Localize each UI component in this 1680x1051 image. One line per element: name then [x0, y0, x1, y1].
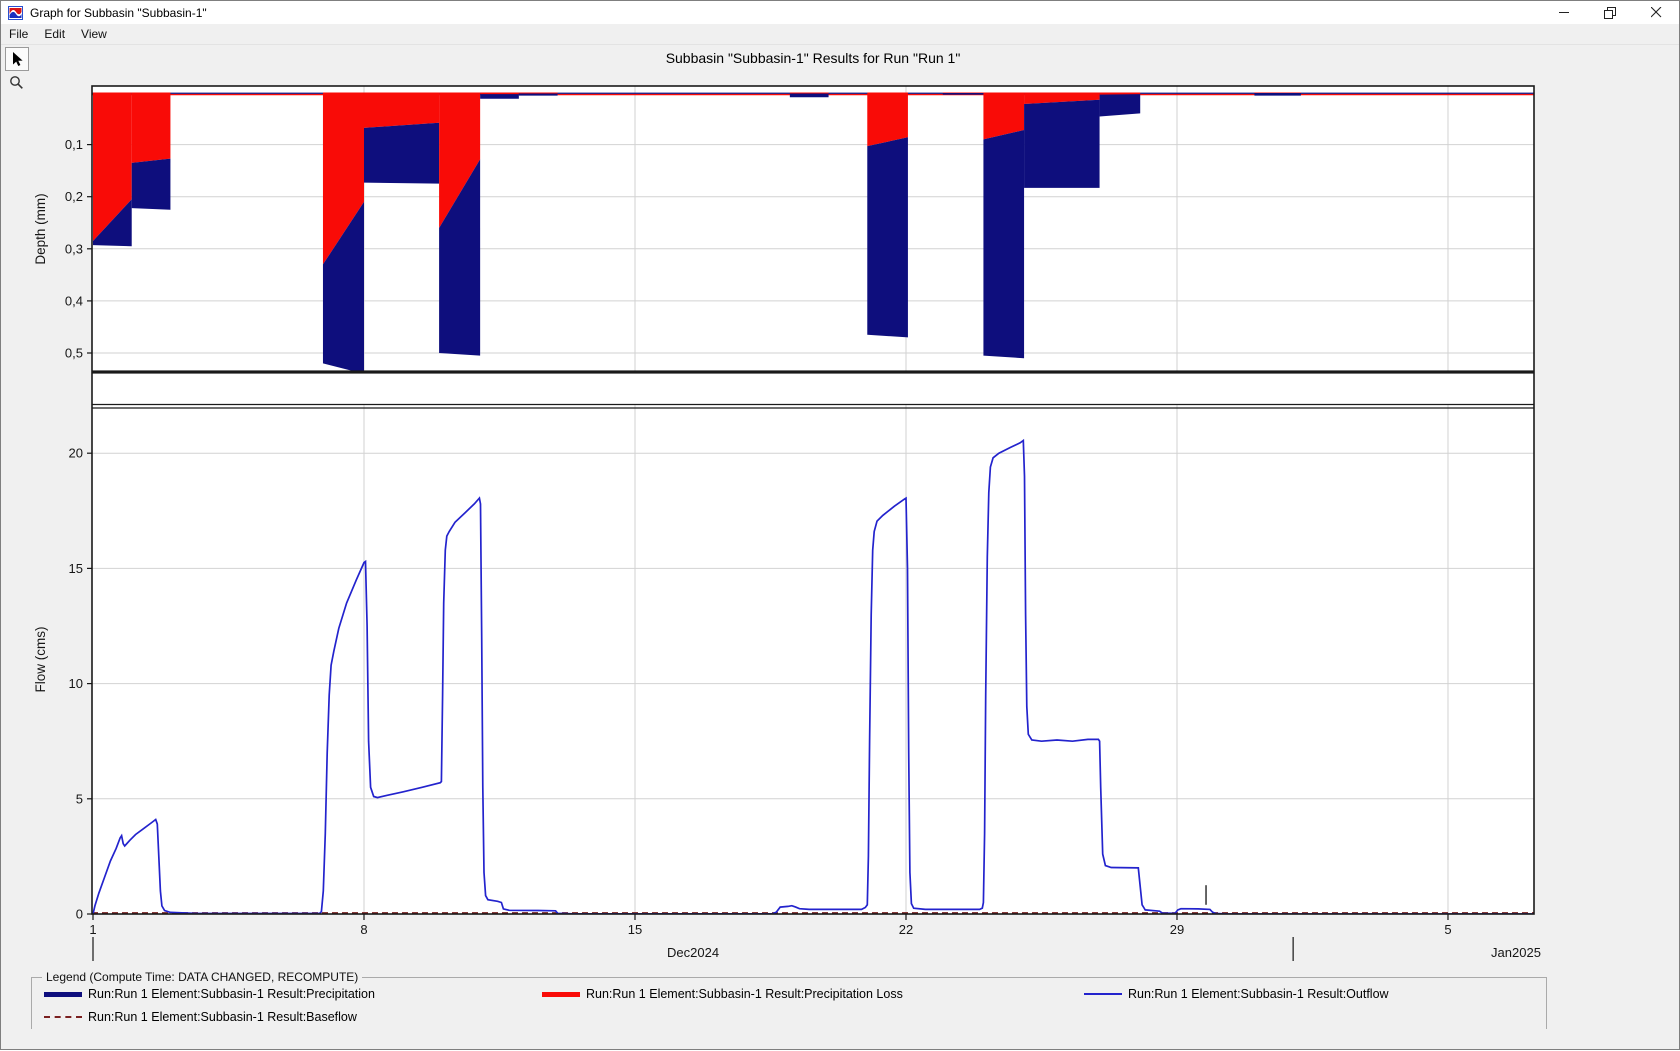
- pointer-tool-button[interactable]: [5, 47, 29, 71]
- legend-label: Run:Run 1 Element:Subbasin-1 Result:Outf…: [1128, 987, 1389, 1001]
- legend-label: Run:Run 1 Element:Subbasin-1 Result:Prec…: [586, 987, 903, 1001]
- svg-text:0,3: 0,3: [65, 241, 83, 256]
- legend-item-baseflow: Run:Run 1 Element:Subbasin-1 Result:Base…: [44, 1009, 357, 1025]
- chart-title: Subbasin "Subbasin-1" Results for Run "R…: [665, 50, 961, 66]
- menu-item-edit[interactable]: Edit: [44, 27, 66, 41]
- close-button[interactable]: [1633, 1, 1679, 24]
- legend-item-precipitation-loss: Run:Run 1 Element:Subbasin-1 Result:Prec…: [542, 986, 903, 1002]
- svg-text:0,4: 0,4: [65, 293, 83, 308]
- svg-text:Flow (cms): Flow (cms): [33, 627, 48, 693]
- legend-label: Run:Run 1 Element:Subbasin-1 Result:Base…: [88, 1010, 357, 1024]
- svg-text:Jan2025: Jan2025: [1491, 945, 1541, 960]
- menu-item-file[interactable]: File: [9, 27, 29, 41]
- restore-button[interactable]: [1587, 1, 1633, 24]
- legend-item-outflow: Run:Run 1 Element:Subbasin-1 Result:Outf…: [1084, 986, 1389, 1002]
- precipitation-loss-swatch-icon: [542, 991, 580, 997]
- menu-item-view[interactable]: View: [81, 27, 107, 41]
- svg-text:1: 1: [89, 922, 96, 937]
- baseflow-swatch-icon: [44, 1016, 82, 1018]
- magnifier-icon: [9, 75, 23, 89]
- minimize-button[interactable]: [1541, 1, 1587, 24]
- svg-text:8: 8: [360, 922, 367, 937]
- svg-text:15: 15: [69, 561, 83, 576]
- svg-text:15: 15: [628, 922, 642, 937]
- outflow-swatch-icon: [1084, 993, 1122, 995]
- svg-text:0,1: 0,1: [65, 137, 83, 152]
- hms-app-icon: [8, 5, 23, 20]
- svg-text:0,5: 0,5: [65, 346, 83, 361]
- menu-bar: File Edit View: [1, 24, 1679, 45]
- svg-text:22: 22: [899, 922, 913, 937]
- svg-text:5: 5: [76, 791, 83, 806]
- precipitation-swatch-icon: [44, 991, 82, 997]
- legend-label: Run:Run 1 Element:Subbasin-1 Result:Prec…: [88, 987, 375, 1001]
- svg-text:Dec2024: Dec2024: [667, 945, 719, 960]
- svg-text:10: 10: [69, 676, 83, 691]
- svg-text:0: 0: [76, 907, 83, 922]
- legend-item-precipitation: Run:Run 1 Element:Subbasin-1 Result:Prec…: [44, 986, 375, 1002]
- window-title: Graph for Subbasin "Subbasin-1": [30, 5, 207, 20]
- title-bar[interactable]: Graph for Subbasin "Subbasin-1": [1, 1, 1679, 24]
- svg-text:20: 20: [69, 446, 83, 461]
- svg-text:0,2: 0,2: [65, 189, 83, 204]
- legend-box: Legend (Compute Time: DATA CHANGED, RECO…: [31, 970, 1547, 1029]
- zoom-tool-button[interactable]: [6, 72, 26, 92]
- svg-text:5: 5: [1444, 922, 1451, 937]
- svg-text:29: 29: [1170, 922, 1184, 937]
- legend-title: Legend (Compute Time: DATA CHANGED, RECO…: [42, 970, 363, 984]
- svg-text:Depth (mm): Depth (mm): [33, 193, 48, 264]
- pointer-arrow-icon: [13, 52, 23, 66]
